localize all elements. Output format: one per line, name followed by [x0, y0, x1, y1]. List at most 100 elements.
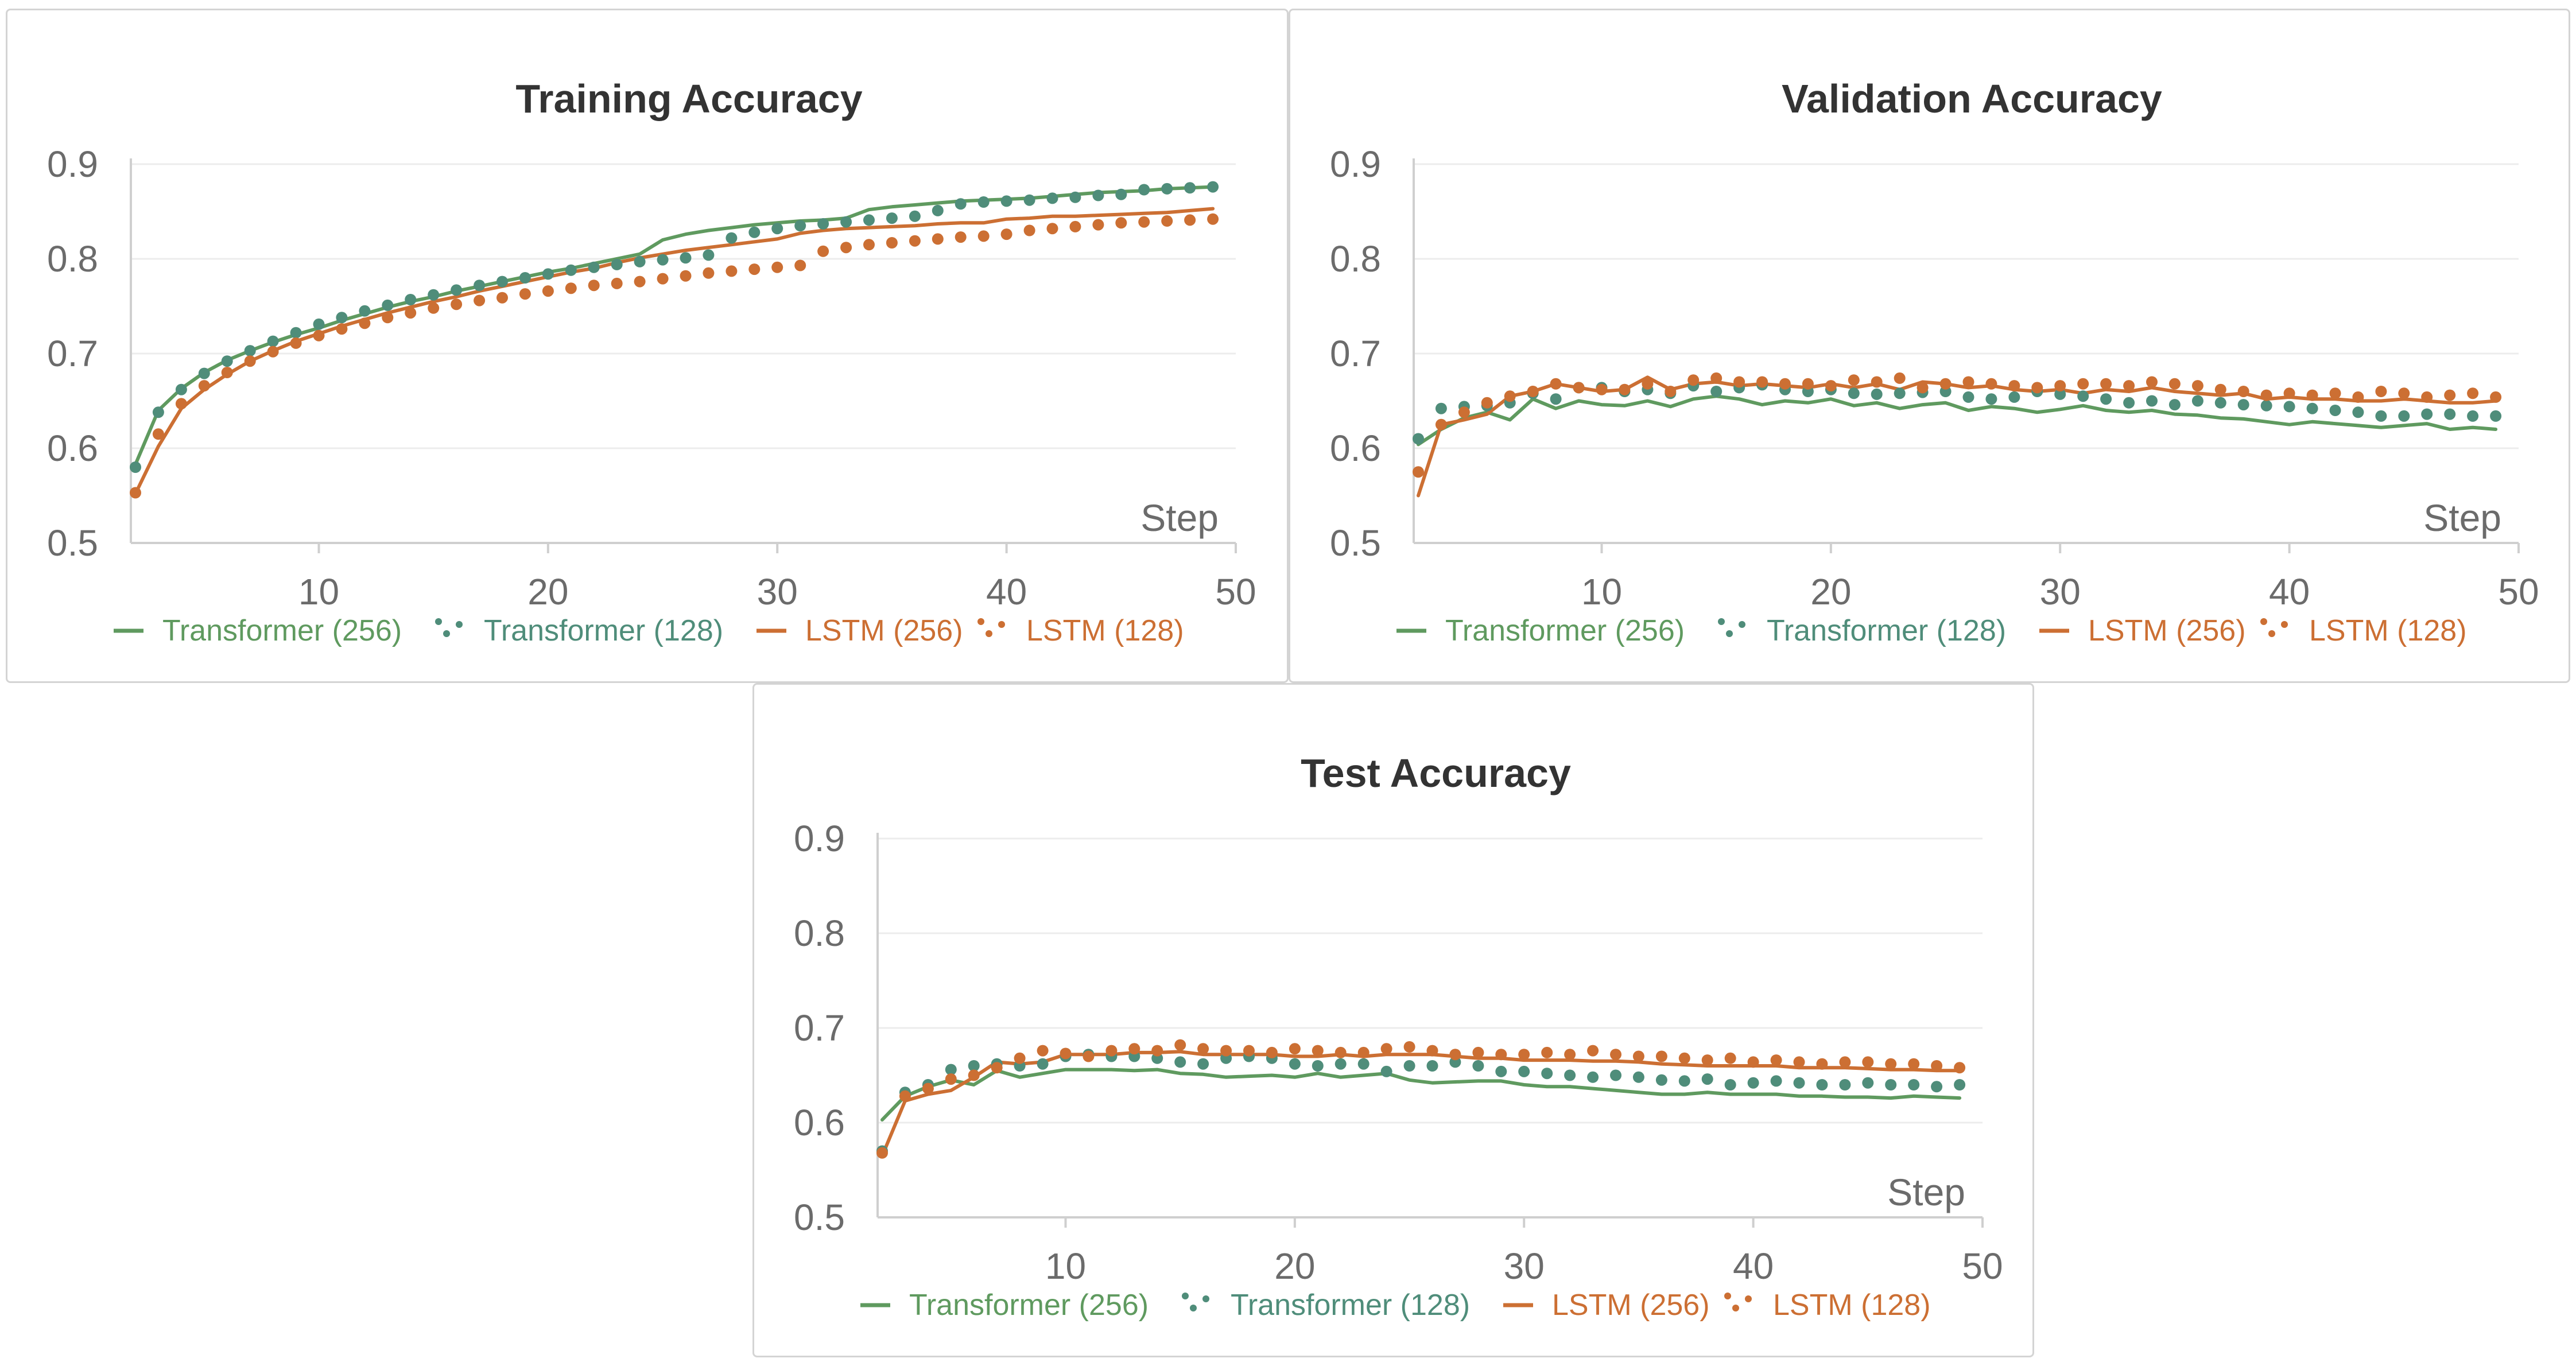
- x-tick-label: 40: [1733, 1245, 1774, 1287]
- data-point: [2306, 402, 2318, 414]
- data-point: [1481, 397, 1493, 409]
- legend-dots-icon: [1718, 618, 1745, 637]
- data-point: [267, 346, 279, 358]
- data-point: [1770, 1075, 1782, 1087]
- data-point: [1357, 1046, 1370, 1058]
- data-point: [382, 312, 394, 324]
- legend-item[interactable]: Transformer (256): [1396, 614, 1685, 647]
- data-point: [2123, 380, 2135, 392]
- data-point: [451, 298, 463, 311]
- data-point: [1931, 1081, 1943, 1093]
- x-tick-label: 50: [1962, 1245, 2003, 1287]
- data-point: [1069, 191, 1081, 203]
- x-tick-label: 30: [2040, 571, 2081, 612]
- y-tick-label: 0.5: [47, 522, 98, 564]
- legend-item[interactable]: LSTM (256): [756, 614, 963, 647]
- legend-dot: [456, 621, 463, 628]
- data-point: [359, 317, 371, 329]
- legend-item[interactable]: LSTM (256): [2039, 614, 2246, 647]
- legend-dot: [977, 618, 984, 625]
- data-point: [1587, 1045, 1599, 1057]
- test-accuracy-panel: Test Accuracy 0.5 0.6 0.7 0.8 0.9 10 20 30 40 50 St…: [752, 683, 2034, 1357]
- legend-dot: [998, 621, 1005, 628]
- data-point: [1825, 380, 1837, 392]
- data-point: [1495, 1049, 1507, 1061]
- data-point: [1357, 1058, 1370, 1070]
- legend-item[interactable]: Transformer (256): [114, 614, 402, 647]
- data-point: [1564, 1049, 1576, 1061]
- data-point: [771, 261, 783, 273]
- y-tick-label: 0.8: [794, 913, 845, 954]
- data-point: [1724, 1052, 1736, 1064]
- x-tick-label: 10: [1045, 1245, 1086, 1287]
- legend-item[interactable]: LSTM (256): [1503, 1289, 1710, 1322]
- legend-dot: [1732, 1305, 1739, 1311]
- data-point: [1037, 1045, 1049, 1057]
- legend-label: Transformer (128): [484, 614, 723, 647]
- data-point: [726, 232, 738, 244]
- validation-accuracy-chart: Validation Accuracy 0.5 0.6 0.7 0.8 0.9 10 20 30…: [1330, 76, 2539, 647]
- legend-dot: [1190, 1305, 1197, 1311]
- legend-item[interactable]: LSTM (128): [977, 614, 1184, 647]
- data-point: [657, 273, 669, 285]
- data-point: [336, 312, 348, 324]
- data-point: [1642, 378, 1654, 390]
- series-line: [1417, 394, 2498, 447]
- legend-item[interactable]: Transformer (128): [1718, 614, 2006, 647]
- data-point: [1115, 188, 1127, 200]
- series-lstm-128: [876, 1039, 1966, 1159]
- y-tick-label: 0.9: [47, 143, 98, 185]
- legend-dot: [1202, 1295, 1209, 1302]
- x-tick-label: 40: [2269, 571, 2310, 612]
- data-point: [565, 264, 577, 276]
- x-tick-label: 20: [527, 571, 568, 612]
- legend-label: LSTM (256): [1552, 1289, 1710, 1322]
- data-point: [1000, 195, 1012, 207]
- data-point: [1619, 383, 1631, 395]
- data-point: [703, 267, 715, 279]
- x-tick-label: 50: [1215, 571, 1256, 612]
- data-point: [2375, 386, 2387, 397]
- data-point: [1885, 1079, 1897, 1091]
- data-point: [2467, 410, 2479, 422]
- data-point: [771, 223, 783, 235]
- y-tick-label: 0.9: [1330, 143, 1381, 185]
- legend-item[interactable]: LSTM (128): [2260, 614, 2467, 647]
- data-point: [1954, 1079, 1966, 1091]
- data-point: [634, 275, 646, 288]
- data-point: [496, 292, 508, 304]
- data-point: [1816, 1058, 1828, 1070]
- data-point: [1564, 1069, 1576, 1081]
- data-point: [1701, 1073, 1713, 1085]
- legend-dot: [1726, 630, 1733, 637]
- legend-dot: [1745, 1295, 1752, 1302]
- data-point: [542, 285, 554, 297]
- data-point: [428, 302, 440, 314]
- data-point: [2031, 382, 2043, 394]
- legend-item[interactable]: Transformer (128): [1182, 1289, 1470, 1322]
- y-tick-label: 0.6: [1330, 428, 1381, 469]
- data-point: [2214, 397, 2226, 409]
- data-point: [565, 282, 577, 294]
- data-point: [1115, 217, 1127, 229]
- legend-item[interactable]: LSTM (128): [1724, 1289, 1931, 1322]
- data-point: [1862, 1077, 1874, 1089]
- data-point: [1060, 1047, 1072, 1060]
- x-tick-label: 10: [298, 571, 339, 612]
- legend-item[interactable]: Transformer (128): [435, 614, 723, 647]
- data-point: [1632, 1050, 1644, 1062]
- data-point: [977, 230, 990, 242]
- data-point: [1023, 224, 1035, 236]
- data-point: [1550, 393, 1562, 405]
- data-point: [1917, 382, 1929, 394]
- data-point: [1161, 183, 1173, 195]
- data-point: [2260, 389, 2272, 401]
- y-tick-label: 0.6: [47, 428, 98, 469]
- legend-item[interactable]: Transformer (256): [860, 1289, 1149, 1322]
- data-point: [1541, 1068, 1553, 1080]
- series-line: [134, 207, 1215, 496]
- data-point: [748, 226, 761, 238]
- data-point: [2490, 391, 2502, 403]
- data-point: [886, 212, 898, 224]
- data-point: [955, 231, 967, 243]
